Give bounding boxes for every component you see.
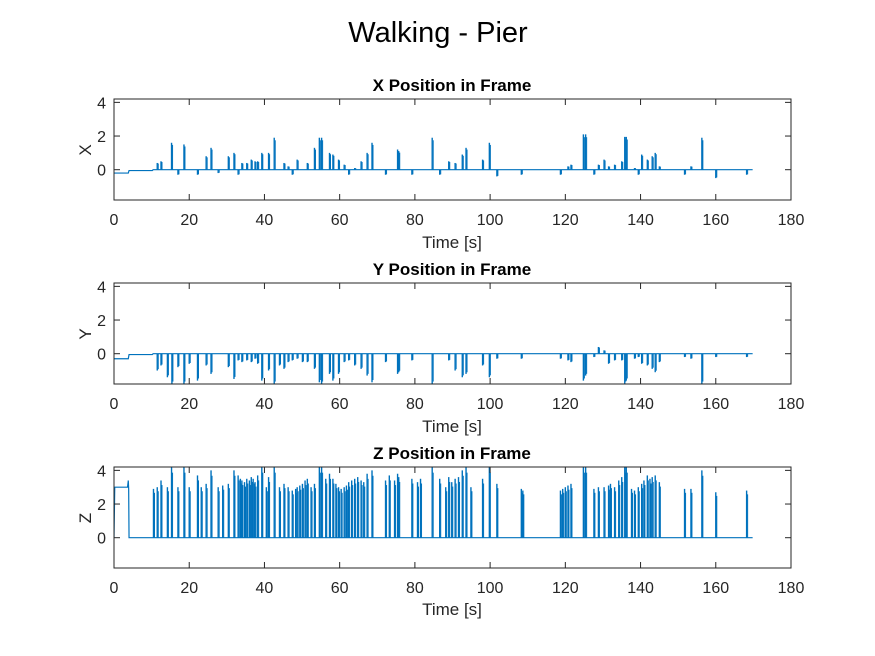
data-series bbox=[114, 346, 753, 384]
subplot-title: X Position in Frame bbox=[373, 76, 532, 95]
y-tick-label: 4 bbox=[97, 95, 106, 112]
x-axis-label: Time [s] bbox=[422, 233, 482, 252]
x-tick-label: 120 bbox=[552, 212, 579, 229]
x-tick-label: 100 bbox=[477, 580, 504, 597]
x-tick-label: 80 bbox=[406, 580, 424, 597]
x-tick-label: 160 bbox=[702, 212, 729, 229]
x-tick-label: 20 bbox=[180, 396, 198, 413]
y-tick-label: 2 bbox=[97, 313, 106, 330]
y-axis-label: Z bbox=[76, 513, 95, 523]
x-tick-label: 40 bbox=[256, 212, 274, 229]
x-tick-label: 80 bbox=[406, 396, 424, 413]
x-axis-label: Time [s] bbox=[422, 417, 482, 436]
x-tick-label: 80 bbox=[406, 212, 424, 229]
plot-area: 0 20 40 60 80 100 120 140 160 180 0 2 4 bbox=[97, 279, 804, 413]
y-tick-label: 4 bbox=[97, 463, 106, 480]
series-baseline bbox=[114, 353, 753, 360]
data-series bbox=[114, 467, 753, 539]
x-tick-label: 160 bbox=[702, 396, 729, 413]
x-tick-label: 100 bbox=[477, 212, 504, 229]
subplot-title: Z Position in Frame bbox=[373, 444, 531, 463]
x-tick-label: 60 bbox=[331, 396, 349, 413]
x-tick-label: 140 bbox=[627, 212, 654, 229]
x-tick-label: 100 bbox=[477, 396, 504, 413]
y-tick-label: 2 bbox=[97, 497, 106, 514]
x-tick-label: 20 bbox=[180, 212, 198, 229]
x-tick-label: 140 bbox=[627, 580, 654, 597]
plot-area: 0 20 40 60 80 100 120 140 160 180 0 2 4 bbox=[97, 463, 804, 597]
z-position-subplot: Z Position in Frame Time [s] Z 0 20 40 60 80… bbox=[76, 444, 804, 619]
x-tick-label: 60 bbox=[331, 580, 349, 597]
x-tick-label: 60 bbox=[331, 212, 349, 229]
subplot-title: Y Position in Frame bbox=[373, 260, 531, 279]
x-tick-label: 120 bbox=[552, 580, 579, 597]
y-tick-label: 2 bbox=[97, 129, 106, 146]
y-axis-label: X bbox=[76, 144, 95, 155]
x-position-subplot: X Position in Frame Time [s] X 0 20 40 60 80… bbox=[76, 76, 804, 252]
x-tick-label: 180 bbox=[778, 396, 805, 413]
x-tick-label: 120 bbox=[552, 396, 579, 413]
x-tick-label: 140 bbox=[627, 396, 654, 413]
x-axis-label: Time [s] bbox=[422, 600, 482, 619]
y-tick-label: 0 bbox=[97, 531, 106, 548]
plot-area: 0 20 40 60 80 100 120 140 160 180 0 2 4 bbox=[97, 95, 804, 229]
x-tick-label: 180 bbox=[778, 212, 805, 229]
x-tick-label: 40 bbox=[256, 396, 274, 413]
axes-box bbox=[113, 282, 792, 385]
y-axis-label: Y bbox=[76, 328, 95, 339]
axes-box bbox=[113, 466, 792, 569]
series-baseline bbox=[114, 480, 753, 539]
x-tick-label: 0 bbox=[110, 212, 119, 229]
y-tick-label: 4 bbox=[97, 279, 106, 296]
x-tick-label: 0 bbox=[110, 396, 119, 413]
y-tick-label: 0 bbox=[97, 347, 106, 364]
y-position-subplot: Y Position in Frame Time [s] Y 0 20 40 60 80… bbox=[76, 260, 804, 436]
x-tick-label: 40 bbox=[256, 580, 274, 597]
data-series bbox=[114, 134, 753, 179]
axes-box bbox=[113, 98, 792, 201]
x-tick-label: 160 bbox=[702, 580, 729, 597]
x-tick-label: 0 bbox=[110, 580, 119, 597]
figure-title: Walking - Pier bbox=[348, 17, 528, 49]
x-tick-label: 20 bbox=[180, 580, 198, 597]
series-baseline bbox=[114, 169, 753, 174]
x-tick-label: 180 bbox=[778, 580, 805, 597]
y-tick-label: 0 bbox=[97, 163, 106, 180]
